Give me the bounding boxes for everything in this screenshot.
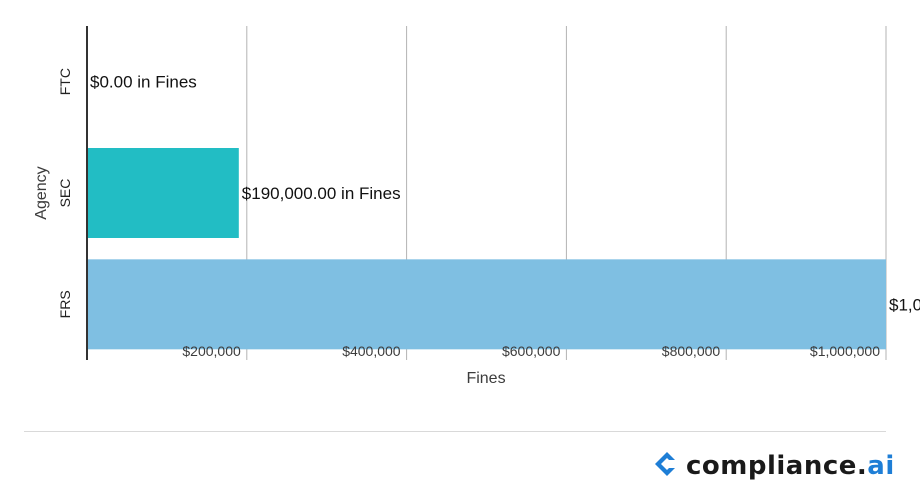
x-tick-label: $400,000	[342, 343, 401, 359]
bar-sec	[87, 148, 239, 238]
data-label: $0.00 in Fines	[90, 73, 197, 92]
footer-divider	[24, 431, 886, 432]
x-axis-title: Fines	[466, 370, 505, 387]
x-tick-label: $200,000	[182, 343, 241, 359]
y-category-label: FRS	[57, 290, 73, 318]
x-tick-label: $800,000	[662, 343, 721, 359]
y-category-labels: FTC SEC FRS	[57, 68, 73, 318]
brand-name-main: compliance.	[686, 451, 868, 481]
data-label: $1,000,000.00 in Fines	[889, 295, 920, 314]
x-tick-label: $1,000,000	[810, 343, 880, 359]
data-label: $190,000.00 in Fines	[242, 184, 401, 203]
data-labels: $0.00 in Fines $190,000.00 in Fines $1,000…	[90, 73, 920, 315]
brand-name-accent: ai	[867, 451, 895, 481]
y-category-label: SEC	[57, 179, 73, 208]
brand-name: compliance.ai	[686, 453, 895, 479]
x-tick-labels: $200,000 $400,000 $600,000 $800,000 $1,000,0…	[182, 343, 880, 359]
brand-logo: compliance.ai	[654, 448, 895, 484]
bar-chart: $0.00 in Fines $190,000.00 in Fines $1,000…	[33, 26, 920, 387]
bar-frs	[87, 259, 886, 350]
y-category-label: FTC	[57, 68, 73, 95]
bars	[87, 148, 886, 350]
x-tick-label: $600,000	[502, 343, 561, 359]
chevron-diamond-icon	[654, 451, 680, 482]
y-axis-title: Agency	[33, 166, 50, 219]
